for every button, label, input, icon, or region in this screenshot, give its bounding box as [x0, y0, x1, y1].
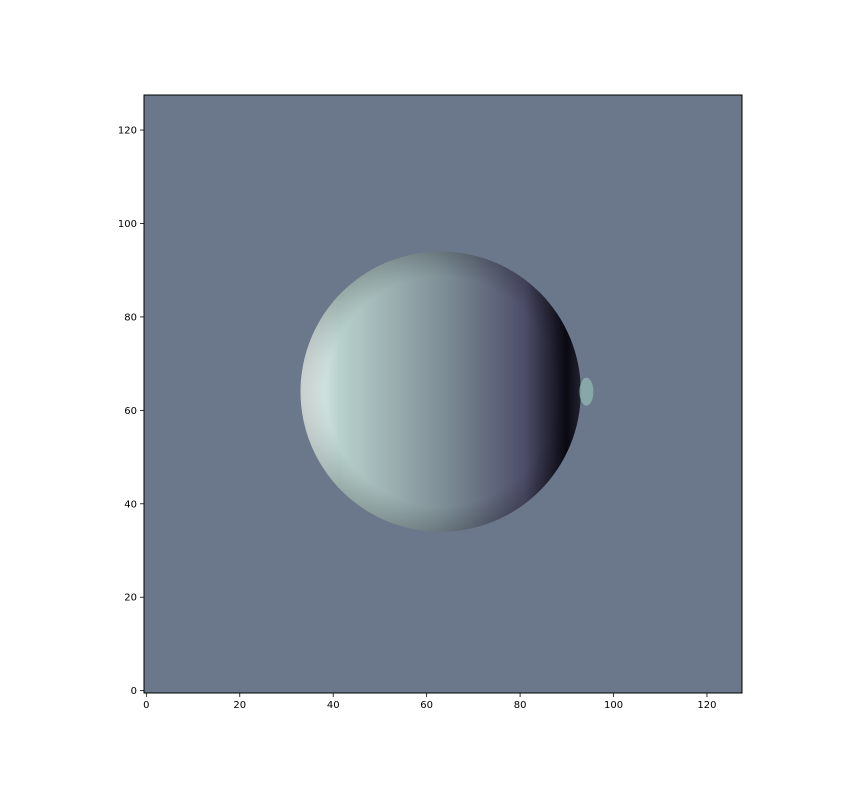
- y-tick-label: 20: [124, 593, 137, 604]
- x-tick-label: 20: [233, 700, 246, 711]
- x-tick-label: 60: [420, 700, 433, 711]
- x-axis: 0 20 40 60 80 100 120: [143, 693, 717, 711]
- axes-frame: [143, 94, 743, 694]
- y-tick-label: 100: [118, 219, 137, 230]
- disk-rim-shading: [300, 251, 581, 532]
- x-tick-label: 120: [697, 700, 716, 711]
- x-tick-label: 0: [143, 700, 149, 711]
- x-tick-label: 80: [514, 700, 527, 711]
- y-tick-label: 40: [124, 499, 137, 510]
- plot-area: [143, 94, 743, 694]
- y-axis: 0 20 40 60 80 100 120: [118, 126, 144, 697]
- x-tick-label: 40: [327, 700, 340, 711]
- x-tick-label: 100: [604, 700, 623, 711]
- y-tick-label: 120: [118, 126, 137, 137]
- y-tick-label: 0: [131, 686, 137, 697]
- y-tick-label: 60: [124, 406, 137, 417]
- disk-edge-glint: [579, 377, 594, 406]
- y-tick-label: 80: [124, 312, 137, 323]
